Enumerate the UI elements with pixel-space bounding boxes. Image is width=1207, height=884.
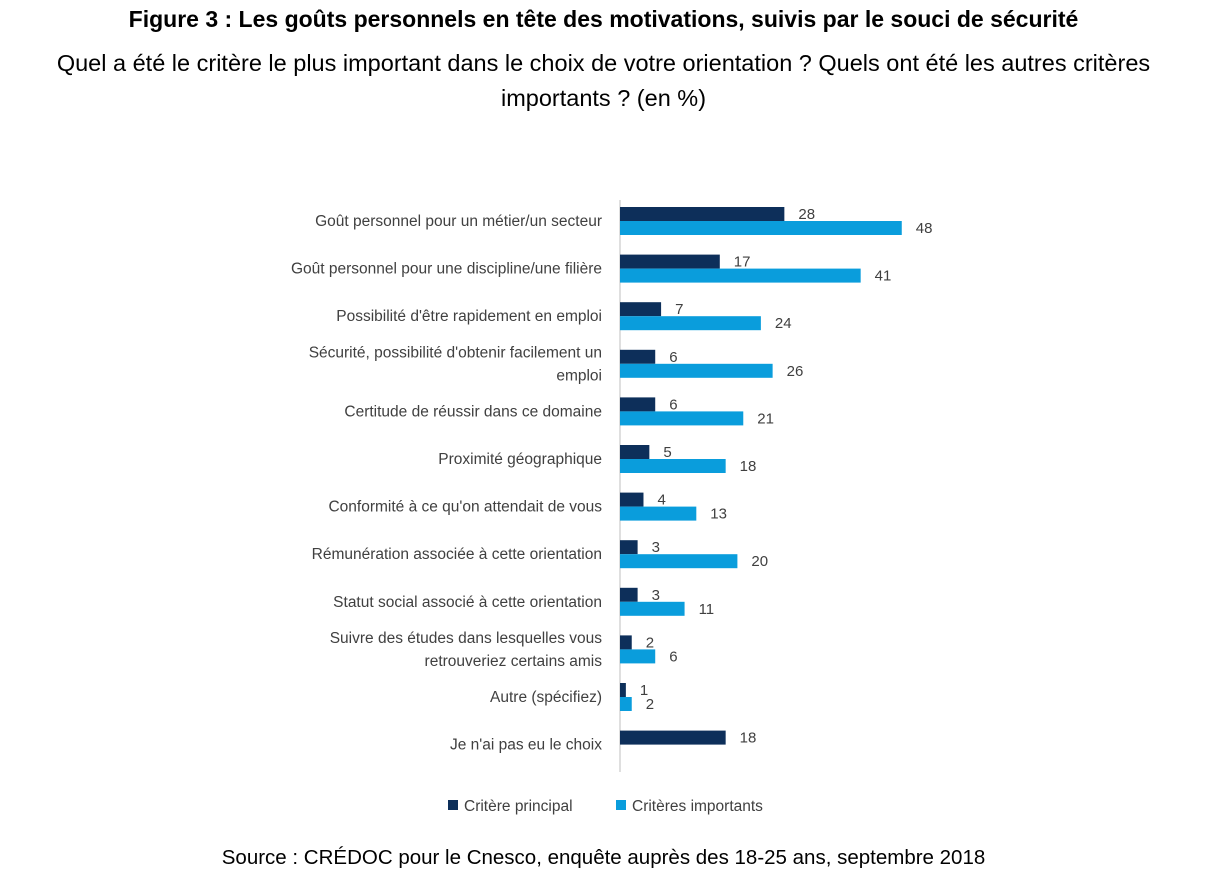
bar-importants (620, 363, 773, 378)
bar-principal (620, 540, 638, 555)
legend-importants-swatch (616, 800, 626, 810)
category-label: Rémunération associée à cette orientatio… (312, 546, 602, 563)
category-label: Certitude de réussir dans ce domaine (344, 403, 602, 420)
category-label: Autre (spécifiez) (490, 689, 602, 706)
bar-importants (620, 411, 744, 426)
data-label-importants: 11 (699, 601, 715, 618)
bar-importants (620, 697, 632, 711)
bar-principal (620, 349, 656, 364)
data-label-principal: 1 (640, 682, 648, 699)
legend-principal-label: Critère principal (464, 798, 573, 815)
data-label-principal: 7 (675, 301, 683, 318)
category-label: Je n'ai pas eu le choix (450, 737, 602, 754)
bar-principal (620, 207, 785, 221)
bar-importants (620, 268, 861, 283)
data-label-principal: 6 (669, 396, 677, 413)
data-label-importants: 48 (916, 220, 933, 237)
bar-principal (620, 397, 656, 412)
bar-principal (620, 492, 644, 507)
data-label-principal: 3 (652, 587, 660, 604)
data-label-principal: 2 (646, 634, 654, 651)
source-note: Source : CRÉDOC pour le Cnesco, enquête … (221, 846, 986, 869)
data-label-importants: 26 (787, 363, 804, 380)
category-label: Proximité géographique (438, 451, 602, 468)
data-label-importants: 24 (775, 315, 792, 332)
bar-importants (620, 601, 685, 616)
legend-importants-label: Critères importants (632, 798, 763, 815)
bar-principal (620, 683, 626, 697)
bar-principal (620, 254, 720, 269)
category-label: Sécurité, possibilité d'obtenir facileme… (309, 344, 602, 384)
bar-importants (620, 316, 761, 331)
bar-importants (620, 506, 697, 521)
bar-principal (620, 587, 638, 602)
data-label-principal: 28 (798, 206, 815, 223)
bar-principal (620, 445, 650, 459)
data-label-importants: 18 (740, 458, 757, 475)
category-label: Statut social associé à cette orientatio… (333, 594, 602, 611)
bar-importants (620, 554, 738, 569)
data-label-importants: 13 (710, 506, 727, 523)
category-label: Suivre des études dans lesquelles vous re… (330, 630, 603, 670)
data-label-principal: 18 (740, 730, 757, 747)
data-label-importants: 41 (875, 268, 892, 285)
bar-principal (620, 635, 632, 650)
data-label-importants: 21 (757, 410, 774, 427)
bar-principal (620, 302, 662, 317)
category-label: Possibilité d'être rapidement en emploi (336, 308, 602, 325)
data-label-importants: 6 (669, 648, 677, 665)
data-label-principal: 4 (657, 492, 665, 509)
data-label-principal: 6 (669, 349, 677, 366)
bar-importants (620, 221, 902, 235)
data-label-principal: 3 (652, 539, 660, 556)
bar-principal (620, 730, 726, 745)
data-label-principal: 17 (734, 254, 751, 271)
data-label-importants: 20 (751, 553, 768, 570)
bar-importants (620, 649, 656, 664)
chart-title: Figure 3 : Les goûts personnels en tête … (128, 6, 1079, 32)
data-label-importants: 2 (646, 696, 654, 713)
category-label: Conformité à ce qu'on attendait de vous (328, 499, 602, 516)
category-label: Goût personnel pour une discipline/une f… (291, 261, 602, 278)
chart-subtitle: Quel a été le critère le plus important … (56, 50, 1151, 111)
data-label-principal: 5 (663, 444, 671, 461)
bar-importants (620, 459, 726, 473)
category-label: Goût personnel pour un métier/un secteur (315, 213, 602, 230)
legend-principal-swatch (448, 800, 458, 810)
